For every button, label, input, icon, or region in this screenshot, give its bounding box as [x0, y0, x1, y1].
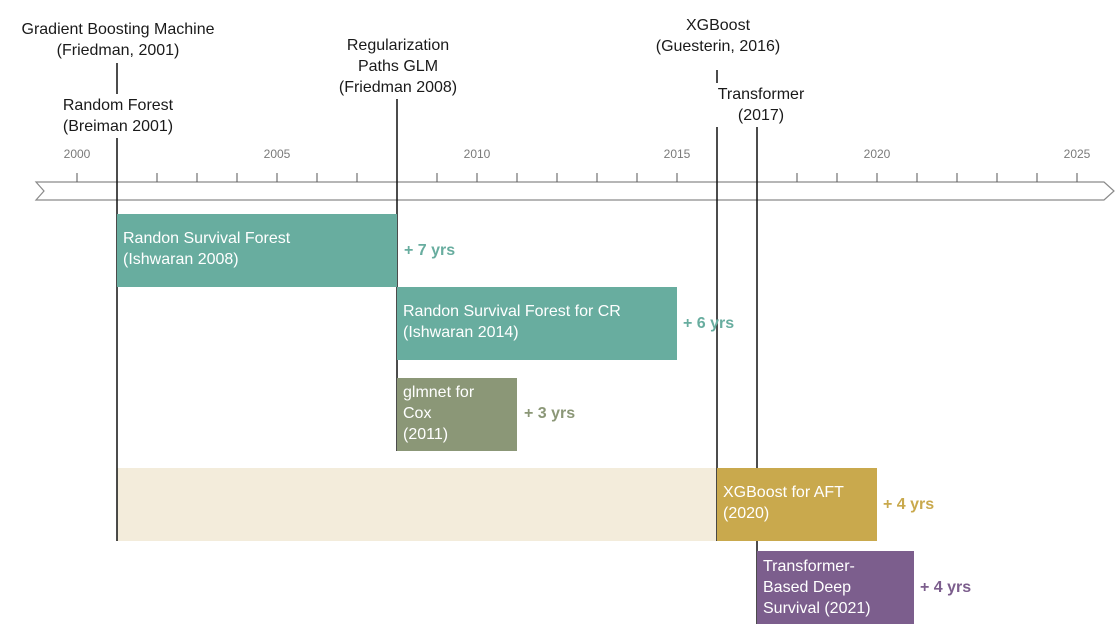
bar-transformer-survival: Transformer- Based Deep Survival (2021)	[757, 551, 914, 624]
tick-label-2015: 2015	[663, 147, 691, 161]
bar-rsf-cr-title: Randon Survival Forest for CR	[403, 303, 621, 320]
bar-xgboost-aft: XGBoost for AFT (2020)	[717, 468, 877, 541]
bar-rsf-citation: (Ishwaran 2008)	[123, 251, 239, 268]
milestone-regularization-glm: Regularization Paths GLM (Friedman 2008)	[326, 34, 470, 99]
milestone-xgboost: XGBoost (Guesterin, 2016)	[636, 14, 800, 58]
milestone-xgb-title: XGBoost	[685, 17, 751, 34]
bar-transformer-surv-year: Survival (2021)	[763, 600, 871, 617]
bar-rsf-title: Randon Survival Forest	[123, 230, 291, 247]
gain-rsf: + 7 yrs	[404, 242, 456, 259]
gain-transformer-survival: + 4 yrs	[920, 579, 972, 596]
bar-xgb-aft-year: (2020)	[723, 505, 770, 522]
milestone-transformer: Transformer (2017)	[699, 83, 823, 127]
tick-label-2000: 2000	[63, 147, 91, 161]
milestone-transformer-year: (2017)	[737, 107, 785, 124]
bar-glmnet-title-1: glmnet for	[403, 384, 475, 401]
gain-glmnet: + 3 yrs	[524, 405, 576, 422]
tick-label-2010: 2010	[463, 147, 491, 161]
tick-label-2005: 2005	[263, 147, 291, 161]
bar-rsf-cr-citation: (Ishwaran 2014)	[403, 324, 519, 341]
tick-label-2020: 2020	[863, 147, 891, 161]
milestone-glm-citation: (Friedman 2008)	[338, 79, 458, 96]
bar-glmnet-title-2: Cox	[403, 405, 432, 422]
milestone-xgb-citation: (Guesterin, 2016)	[655, 38, 781, 55]
bar-xgb-aft-title: XGBoost for AFT	[723, 484, 844, 501]
milestone-transformer-title: Transformer	[717, 86, 805, 103]
timeline-arrow	[34, 181, 1115, 201]
tick-label-2025: 2025	[1063, 147, 1091, 161]
bar-transformer-surv-title-1: Transformer-	[763, 558, 855, 575]
bar-transformer-surv-title-2: Based Deep	[763, 579, 852, 596]
bar-random-survival-forest: Randon Survival Forest (Ishwaran 2008)	[117, 214, 397, 287]
milestone-random-forest: Random Forest (Breiman 2001)	[46, 94, 190, 138]
milestone-glm-title-1: Regularization	[346, 37, 450, 54]
gbm-adaptation-band	[117, 468, 717, 541]
milestone-rf-citation: (Breiman 2001)	[62, 118, 174, 135]
milestone-gbm-title: Gradient Boosting Machine	[21, 21, 215, 38]
bar-random-survival-forest-cr: Randon Survival Forest for CR (Ishwaran …	[397, 287, 677, 360]
bar-glmnet-year: (2011)	[403, 426, 449, 443]
milestone-gbm: Gradient Boosting Machine (Friedman, 200…	[6, 18, 230, 62]
gain-xgb-aft: + 4 yrs	[883, 496, 935, 513]
bar-glmnet-cox: glmnet for Cox (2011)	[397, 378, 517, 451]
milestone-rf-title: Random Forest	[62, 97, 174, 114]
milestone-glm-title-2: Paths GLM	[357, 58, 439, 75]
milestone-gbm-citation: (Friedman, 2001)	[56, 42, 180, 59]
gain-rsf-cr: + 6 yrs	[683, 315, 735, 332]
